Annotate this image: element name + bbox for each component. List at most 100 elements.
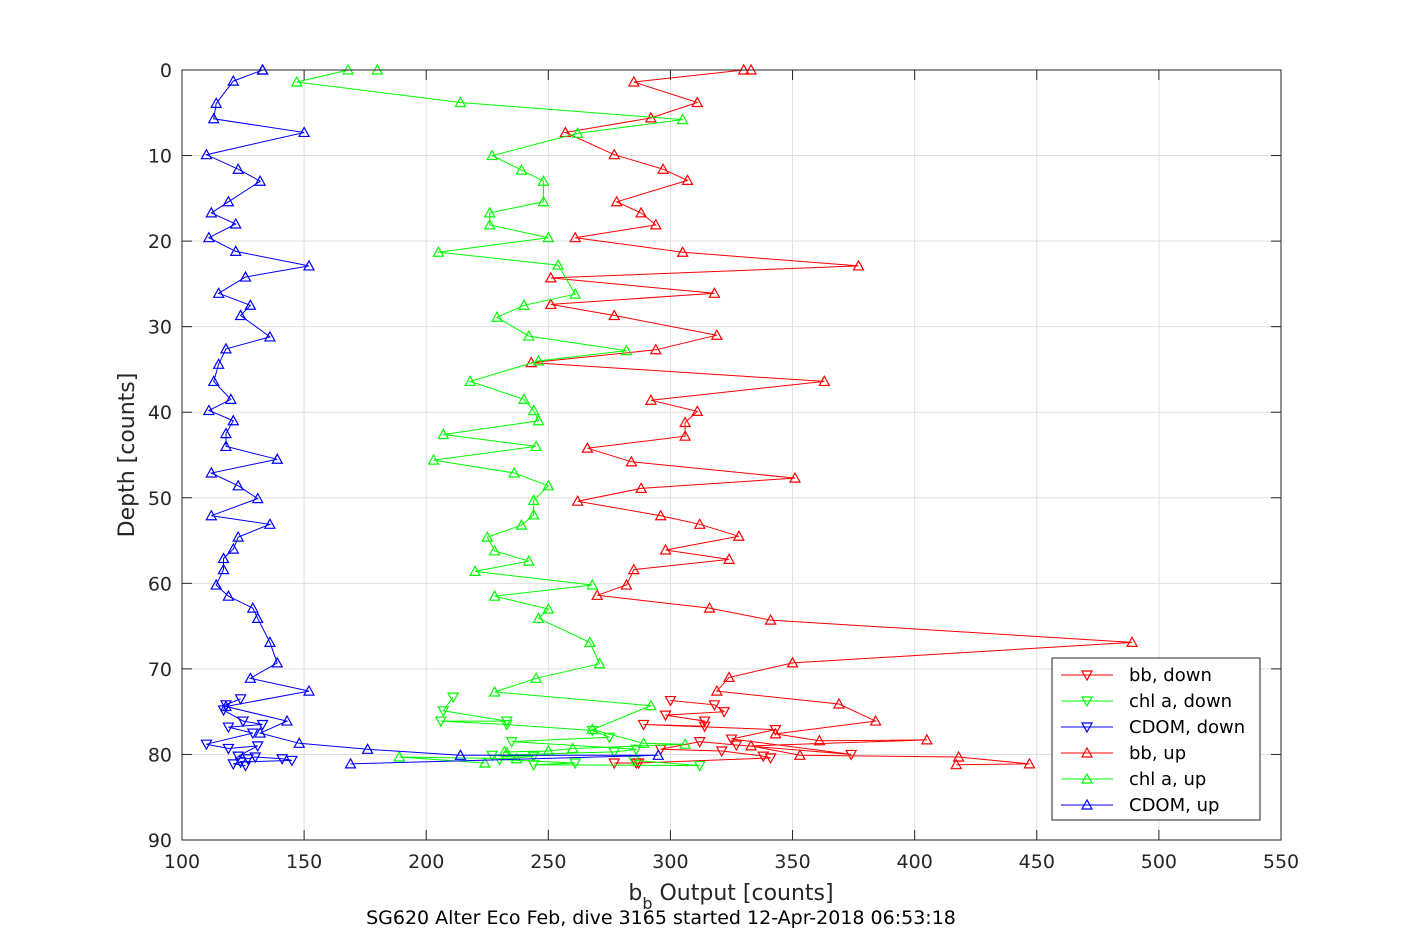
data-point-marker (205, 509, 218, 521)
data-point-marker (586, 725, 599, 737)
data-point-marker (207, 112, 220, 124)
data-point-marker (527, 404, 540, 416)
y-tick-label: 80 (148, 744, 172, 766)
data-point-marker (244, 299, 257, 310)
data-point-marker (527, 751, 540, 763)
data-point-marker (246, 728, 259, 740)
data-point-marker (227, 759, 240, 771)
data-point-marker (505, 737, 518, 748)
y-tick-label: 70 (148, 659, 172, 681)
data-point-marker (552, 258, 565, 270)
data-point-marker (659, 543, 672, 555)
data-point-marker (222, 589, 235, 601)
legend-marker (1080, 722, 1094, 734)
data-point-marker (432, 245, 445, 257)
data-point-marker (239, 760, 252, 772)
x-tick-label: 550 (1263, 851, 1299, 873)
series-line (204, 69, 659, 765)
data-point-marker (500, 746, 513, 758)
data-point-marker (581, 441, 594, 453)
legend-label: chl a, up (1129, 769, 1206, 790)
data-point-marker (219, 427, 232, 439)
data-point-marker (644, 394, 657, 405)
data-point-marker (591, 589, 604, 600)
data-point-marker (679, 429, 692, 441)
data-point-marker (608, 758, 621, 770)
data-point-marker (302, 259, 316, 271)
data-point-marker (764, 753, 777, 765)
x-tick-label: 350 (774, 851, 810, 873)
data-point-marker (361, 743, 374, 754)
series-bb-up (525, 63, 1139, 770)
data-point-marker (229, 217, 242, 229)
data-point-marker (569, 287, 582, 299)
data-point-marker (586, 723, 599, 735)
data-point-marker (527, 494, 540, 505)
x-tick-label: 100 (164, 851, 200, 873)
data-point-marker (488, 685, 501, 697)
data-point-marker (447, 692, 460, 704)
data-point-marker (586, 578, 599, 590)
data-point-marker (630, 758, 643, 770)
data-point-marker (222, 743, 235, 755)
axes-box (181, 69, 1282, 841)
data-point-marker (532, 612, 545, 624)
data-point-marker (764, 613, 777, 625)
data-point-marker (530, 672, 543, 683)
data-point-marker (200, 148, 213, 160)
data-point-marker (698, 716, 711, 728)
series-line (296, 69, 686, 764)
data-point-marker (1126, 636, 1139, 647)
data-point-marker (542, 602, 555, 614)
x-tick-label: 400 (897, 851, 933, 873)
x-tick-label: 500 (1141, 851, 1177, 873)
data-point-marker (544, 271, 557, 283)
data-point-marker (718, 707, 731, 718)
data-point-marker (657, 163, 670, 174)
data-point-marker (532, 354, 545, 366)
data-point-marker (920, 733, 933, 745)
data-point-marker (271, 656, 284, 668)
data-point-marker (571, 127, 584, 138)
data-point-marker (285, 755, 298, 767)
data-point-marker (212, 358, 225, 369)
data-point-marker (630, 744, 643, 756)
data-point-marker (569, 758, 582, 770)
data-point-marker (515, 163, 528, 175)
data-point-marker (217, 563, 230, 575)
data-point-marker (745, 739, 758, 751)
x-tick-label: 200 (408, 851, 444, 873)
data-point-marker (542, 479, 555, 491)
series-chl-a-down (434, 692, 706, 772)
data-point-marker (527, 760, 540, 771)
data-point-marker (698, 721, 711, 733)
data-point-marker (483, 218, 496, 230)
series-chl-a-up (290, 63, 692, 768)
data-point-marker (234, 757, 247, 769)
y-tick-label: 30 (148, 317, 172, 339)
data-point-marker (786, 656, 799, 668)
data-point-marker (263, 636, 276, 647)
data-point-marker (527, 508, 540, 520)
data-point-marker (481, 530, 494, 542)
data-point-marker (635, 206, 648, 218)
data-point-marker (239, 270, 252, 282)
data-point-marker (498, 745, 511, 757)
data-point-marker (488, 544, 501, 556)
data-point-marker (757, 751, 770, 763)
data-point-marker (608, 747, 621, 759)
data-point-marker (222, 195, 235, 207)
x-axis-label-subscript: b (642, 894, 652, 913)
data-point-marker (654, 509, 667, 521)
series-cdom-down (200, 694, 298, 772)
legend-marker (1080, 772, 1094, 784)
data-point-marker (508, 466, 521, 478)
data-point-marker (818, 375, 831, 387)
data-point-marker (793, 749, 806, 760)
data-point-marker (202, 231, 215, 243)
data-point-marker (710, 328, 723, 340)
data-point-marker (608, 309, 621, 321)
x-tick-label: 150 (286, 851, 322, 873)
legend-marker (1080, 670, 1094, 682)
